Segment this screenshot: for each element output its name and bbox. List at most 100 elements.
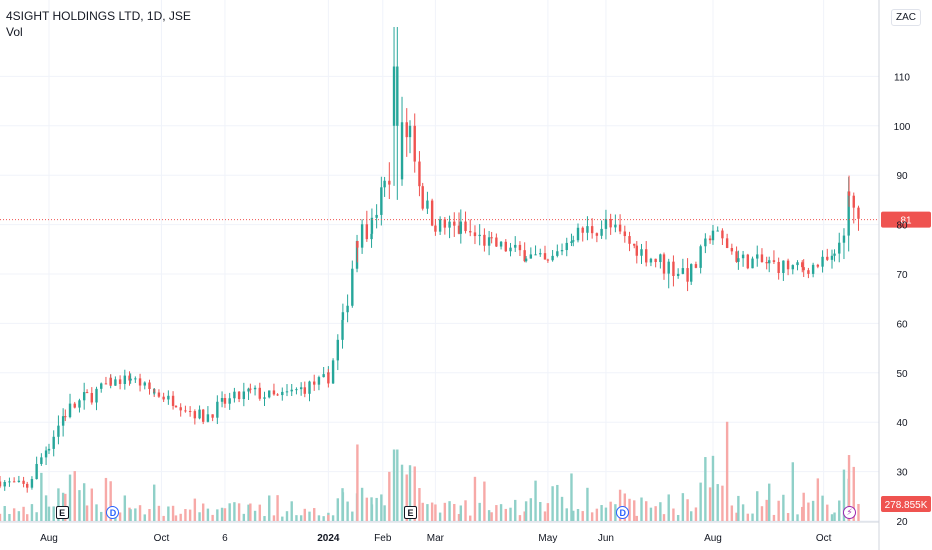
candle-body [405, 122, 408, 138]
candle-body [157, 392, 161, 397]
volume-bar [249, 503, 252, 521]
candle-body [490, 237, 493, 239]
volume-bar [711, 455, 715, 521]
candle-body [518, 244, 522, 251]
volume-bar [193, 498, 197, 521]
volume-bar [628, 498, 631, 521]
dividend-event-marker[interactable]: D [106, 506, 120, 519]
candle-body [857, 207, 860, 219]
volume-bar [281, 516, 284, 521]
volume-bar [504, 508, 507, 521]
candle-body [129, 378, 132, 381]
chart-title: 4SIGHT HOLDINGS LTD, 1D, JSE [6, 9, 191, 23]
volume-bar [847, 455, 851, 521]
candle-body [760, 254, 764, 263]
dividend-event-marker[interactable]: D [616, 506, 630, 519]
candle-body [228, 398, 231, 404]
volume-bar [290, 501, 293, 521]
volume-bar [134, 508, 137, 521]
candle-body [459, 221, 463, 234]
candle-body [523, 250, 526, 262]
volume-bar [388, 471, 391, 521]
candle-body [737, 258, 740, 262]
candle-body [777, 261, 780, 274]
volume-bar [459, 505, 463, 521]
volume-bar [667, 494, 670, 521]
volume-bar [523, 511, 526, 521]
volume-bar [699, 482, 702, 521]
volume-bar [184, 509, 187, 521]
earnings-event-marker[interactable]: E [404, 506, 417, 519]
candle-body [796, 262, 799, 266]
candle-body [44, 450, 48, 458]
candle-body [360, 224, 364, 248]
volume-bar [473, 476, 477, 521]
split-event-marker[interactable]: ⚡ [843, 506, 857, 519]
volume-bar [68, 474, 72, 521]
volume-bar [735, 512, 738, 521]
candle-body [699, 246, 702, 268]
volume-bar [365, 497, 369, 521]
candle-body [290, 389, 293, 392]
volume-bar [600, 505, 603, 521]
volume-bar [852, 466, 855, 521]
candle-body [826, 256, 829, 260]
volume-bar [469, 515, 472, 521]
volume-bar [546, 503, 550, 521]
volume-bar [129, 509, 132, 521]
volume-bar [572, 510, 575, 521]
candle-body [383, 180, 386, 188]
earnings-event-marker[interactable]: E [55, 506, 69, 519]
volume-bar [396, 449, 399, 521]
candle-body [134, 378, 137, 380]
candle-body [499, 241, 503, 247]
volume-bar [104, 477, 108, 521]
last-price-line: 81 278.855K [0, 211, 931, 512]
volume-bar [47, 506, 51, 521]
last-price-tag [881, 211, 931, 228]
volume-bar [295, 515, 298, 521]
candle-body [487, 237, 491, 246]
candle-body [443, 219, 447, 228]
volume-bar [821, 495, 824, 521]
candle-body [618, 224, 622, 232]
volume-bar [838, 500, 841, 521]
volume-bar [179, 513, 182, 521]
candle-body [114, 379, 117, 386]
volume-bar [495, 505, 498, 521]
volume-bar [211, 514, 214, 521]
candle-body [413, 125, 416, 162]
candle-body [576, 227, 580, 241]
candle-body [551, 255, 554, 261]
volume-bar [618, 489, 622, 521]
volume-bar [807, 502, 810, 521]
volume-bar [725, 421, 729, 521]
volume-indicator-label[interactable]: Vol [6, 25, 23, 39]
volume-bar [157, 505, 161, 521]
candle-body [711, 230, 715, 241]
volume-bar [686, 499, 689, 521]
volume-bar [654, 506, 657, 521]
candle-body [8, 481, 11, 483]
volume-bar [676, 514, 680, 521]
volume-bar [586, 487, 589, 521]
candle-body [242, 391, 246, 400]
currency-button[interactable]: ZAC [891, 9, 921, 26]
candle-body [721, 230, 724, 239]
volume-bar [375, 497, 378, 521]
candle-body [272, 390, 276, 395]
volume-bar [216, 509, 219, 521]
volume-bar [346, 501, 349, 521]
candle-body [640, 249, 643, 256]
candle-body [690, 264, 693, 282]
volume-bar [201, 503, 205, 521]
candle-body [434, 225, 437, 232]
candle-body [184, 410, 187, 412]
volume-bar [223, 508, 227, 521]
volume-bar [356, 444, 359, 521]
candle-body [565, 242, 568, 251]
candle-body [852, 195, 855, 208]
volume-bar [560, 496, 564, 521]
volume-bar [188, 509, 192, 521]
